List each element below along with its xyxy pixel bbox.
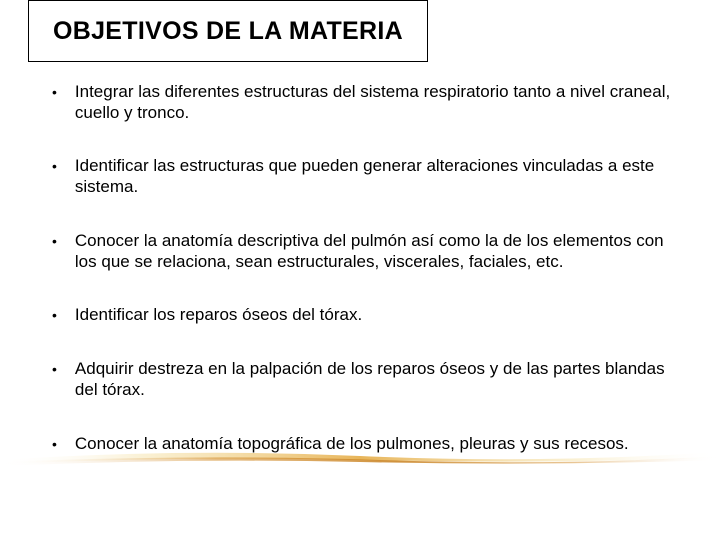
content-area: • Integrar las diferentes estructuras de… [52,82,688,487]
bullet-text: Integrar las diferentes estructuras del … [75,82,688,123]
bullet-text: Identificar las estructuras que pueden g… [75,156,688,197]
list-item: • Conocer la anatomía descriptiva del pu… [52,231,688,272]
list-item: • Identificar los reparos óseos del tóra… [52,305,688,326]
list-item: • Adquirir destreza en la palpación de l… [52,359,688,400]
list-item: • Identificar las estructuras que pueden… [52,156,688,197]
bullet-text: Identificar los reparos óseos del tórax. [75,305,688,326]
bullet-icon: • [52,233,57,250]
list-item: • Conocer la anatomía topográfica de los… [52,434,688,455]
title-box: OBJETIVOS DE LA MATERIA [28,0,428,62]
bullet-icon: • [52,158,57,175]
list-item: • Integrar las diferentes estructuras de… [52,82,688,123]
slide-title: OBJETIVOS DE LA MATERIA [53,17,403,46]
bullet-text: Adquirir destreza en la palpación de los… [75,359,688,400]
bullet-icon: • [52,84,57,101]
bullet-text: Conocer la anatomía topográfica de los p… [75,434,688,455]
bullet-text: Conocer la anatomía descriptiva del pulm… [75,231,688,272]
bullet-icon: • [52,361,57,378]
bullet-icon: • [52,436,57,453]
bullet-icon: • [52,307,57,324]
